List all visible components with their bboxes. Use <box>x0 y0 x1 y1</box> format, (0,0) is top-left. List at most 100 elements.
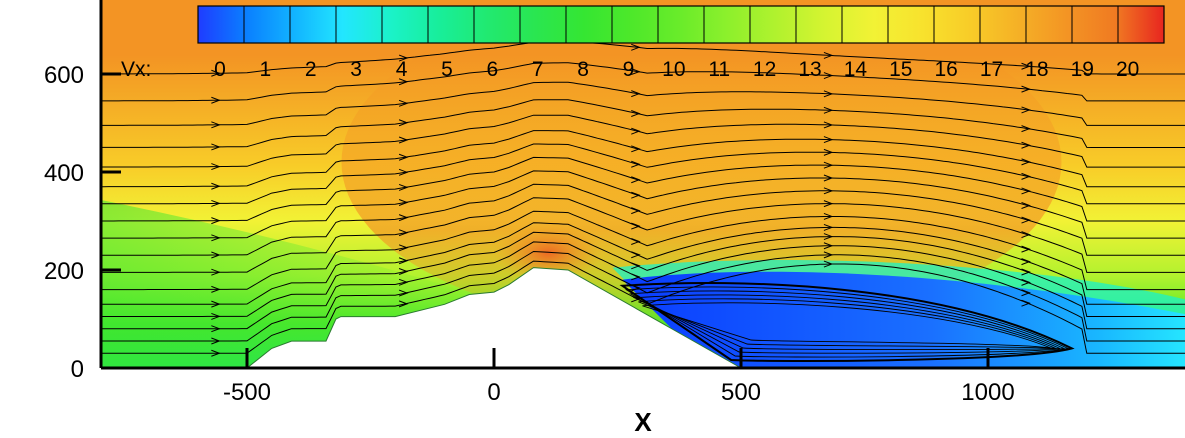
streamline <box>101 241 1185 330</box>
streamline-arrow <box>823 148 834 156</box>
y-tick-label: 600 <box>44 62 84 89</box>
colorbar-level-label: 8 <box>577 58 589 81</box>
streamline-arrow <box>398 183 409 191</box>
colorbar-level-label: 11 <box>708 58 730 81</box>
streamline-arrow <box>631 160 641 168</box>
recirculation-streamline <box>642 302 1053 349</box>
streamline-arrow <box>631 127 641 135</box>
streamline-arrow <box>398 244 409 252</box>
streamline-arrow <box>211 143 221 151</box>
colorbar-level-label: 6 <box>486 58 498 81</box>
streamline-arrow <box>631 262 641 270</box>
streamline-arrow <box>1021 187 1031 195</box>
streamline-arrow <box>823 223 834 231</box>
hill-profile <box>245 267 743 369</box>
y-tick-label: 200 <box>44 258 84 285</box>
colorbar-variable-label: Vx: <box>121 58 151 81</box>
streamline-arrow <box>211 312 221 320</box>
streamline <box>101 81 1185 126</box>
x-tick-label: 0 <box>487 379 500 406</box>
streamline-arrow <box>211 285 221 293</box>
recirculation-streamline <box>632 294 1061 351</box>
colorbar-bar <box>197 5 1165 44</box>
colorbar-level-label: 1 <box>260 58 272 81</box>
streamline-arrow <box>631 90 641 98</box>
x-tick-label: 1000 <box>961 379 1014 406</box>
streamline-arrow <box>631 43 641 51</box>
colorbar-level-label: 4 <box>396 58 408 81</box>
streamline-arrow <box>398 278 409 286</box>
colorbar-level-label: 18 <box>1025 58 1048 81</box>
streamline <box>101 130 1185 188</box>
streamline-arrow <box>398 153 409 161</box>
streamline-arrow <box>631 176 641 184</box>
streamline <box>101 222 1185 305</box>
streamline-arrow <box>398 54 409 62</box>
colorbar-level-label: 14 <box>844 58 868 81</box>
streamline-arrow <box>631 238 641 245</box>
streamline <box>101 210 1185 291</box>
streamline-arrow <box>1021 258 1031 266</box>
streamline-arrow <box>211 325 221 333</box>
streamline-arrow <box>1021 299 1031 307</box>
streamline-arrow <box>1021 278 1031 286</box>
streamline-arrow <box>1021 172 1031 180</box>
streamline-arrow <box>398 78 409 86</box>
streamline-arrow <box>1021 125 1031 133</box>
streamlines <box>101 40 1185 362</box>
streamline-arrow <box>1021 289 1031 297</box>
streamline-arrow <box>211 217 221 225</box>
streamline-arrow <box>211 163 221 171</box>
colorbar-level-label: 9 <box>623 58 635 81</box>
recirculation-streamline <box>624 286 1070 358</box>
streamline <box>101 143 1185 205</box>
streamline <box>101 99 1185 148</box>
streamline-arrow <box>398 300 409 308</box>
streamline-arrow <box>211 300 221 308</box>
streamline-arrow <box>823 233 834 241</box>
recirculation-streamline <box>628 290 1066 354</box>
streamline <box>101 183 1185 256</box>
streamline-arrow <box>823 121 834 129</box>
colorbar-level-label: 12 <box>753 58 776 81</box>
streamline-arrow <box>823 260 834 268</box>
recirculation-streamline <box>638 298 1057 349</box>
streamline-arrow <box>1021 106 1031 114</box>
streamline-arrow <box>211 121 221 129</box>
colorbar-level-label: 19 <box>1071 58 1094 81</box>
streamline-arrow <box>211 251 221 259</box>
streamline <box>101 250 1185 342</box>
streamline <box>101 156 1185 222</box>
streamline-arrow <box>823 242 834 250</box>
streamline-arrow <box>211 234 221 242</box>
streamline-arrow <box>1021 245 1031 253</box>
streamline <box>101 62 1185 102</box>
streamline-arrow <box>398 268 409 275</box>
streamline-arrow <box>1021 158 1031 166</box>
x-tick-label: 500 <box>721 379 761 406</box>
streamline-arrow <box>1021 62 1031 70</box>
colorbar-level-label: 15 <box>889 58 912 81</box>
streamline-arrow <box>823 72 834 80</box>
streamline-arrow <box>631 110 641 117</box>
streamline-arrow <box>211 268 221 276</box>
streamline-arrow <box>631 145 641 153</box>
colorbar-legend: Vx: 0 1 2 3 4 5 6 7 8 9 10 11 12 13 14 15 16 17 18 19 20 <box>121 5 1165 81</box>
streamline-arrow <box>631 273 641 281</box>
colorbar-level-label: 13 <box>798 58 821 81</box>
streamline-arrow <box>631 191 641 199</box>
streamline-arrow <box>1021 216 1031 224</box>
streamline-arrow <box>398 136 409 144</box>
streamline-arrow <box>398 289 409 297</box>
streamline-arrow <box>823 106 834 114</box>
colorbar-level-label: 0 <box>214 58 226 81</box>
colorbar-level-label: 10 <box>662 58 685 81</box>
colorbar-level-label: 2 <box>305 58 317 81</box>
streamline-arrow <box>1021 141 1031 149</box>
streamline-arrow <box>398 229 409 237</box>
streamline-arrow <box>398 119 409 127</box>
colorbar-level-label: 20 <box>1116 58 1139 81</box>
colorbar-level-label: 17 <box>980 58 1003 81</box>
streamline-arrow <box>631 207 641 215</box>
